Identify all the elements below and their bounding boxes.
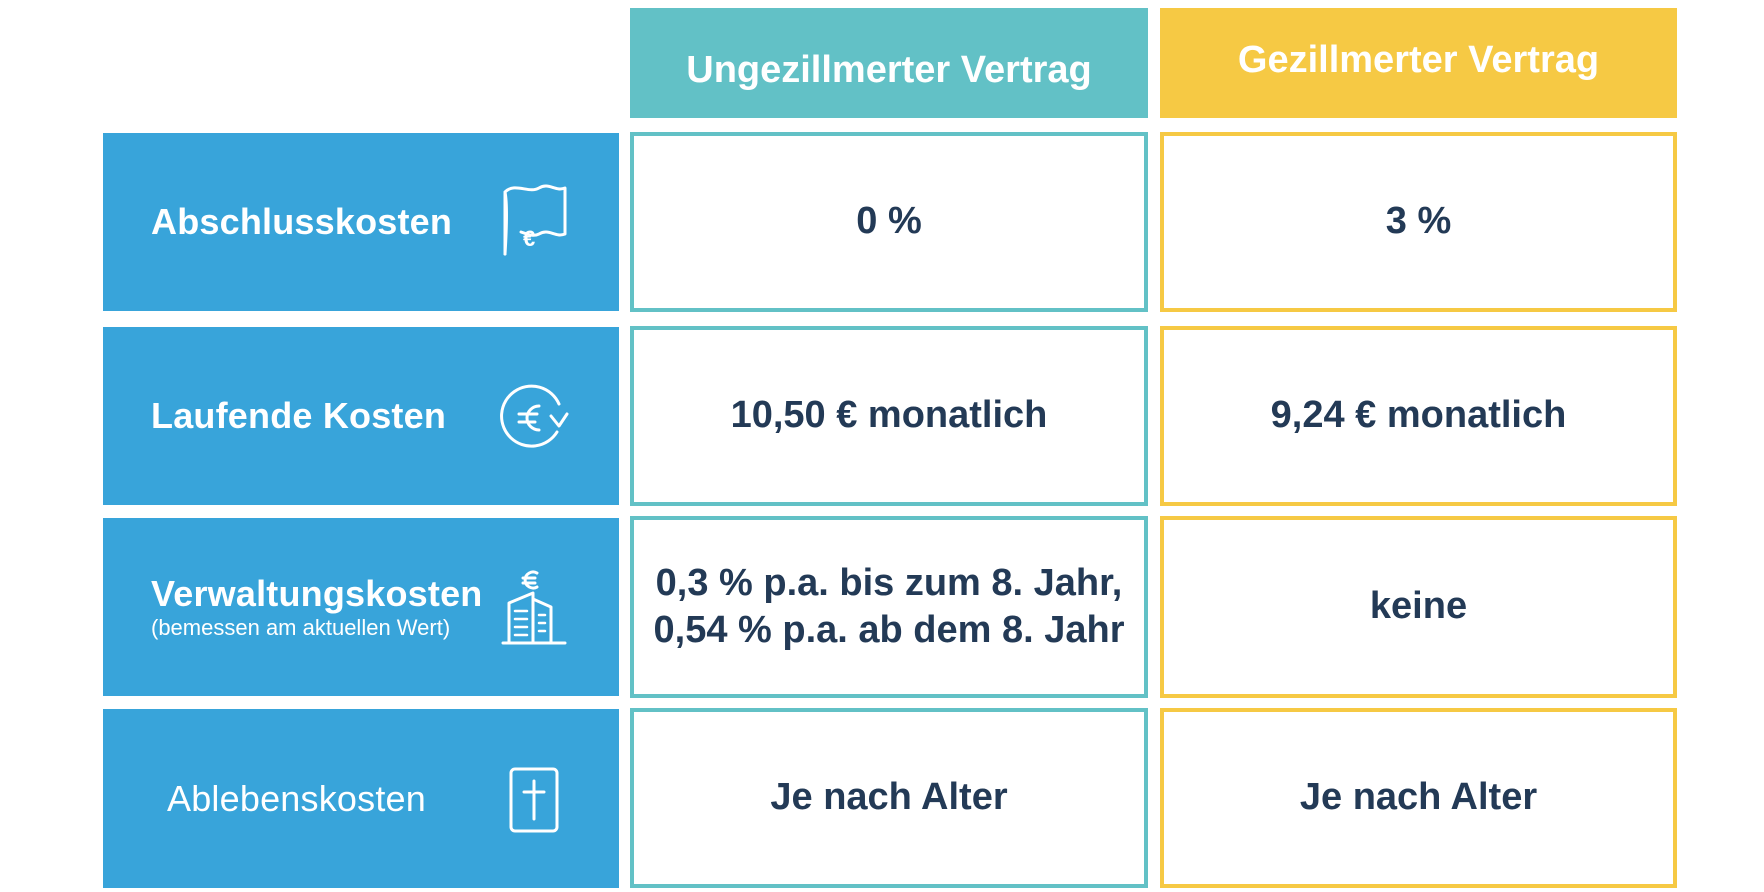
value-cell-gezillmert: 9,24 € monatlich bbox=[1160, 326, 1677, 506]
euro-cycle-icon bbox=[493, 376, 573, 456]
value-text: 3 % bbox=[1385, 200, 1452, 243]
column-header-ungezillmert: Ungezillmerter Vertrag bbox=[630, 8, 1148, 118]
value-text: 0 % bbox=[856, 200, 922, 243]
value-cell-ungezillmert: Je nach Alter bbox=[630, 708, 1148, 888]
value-text: Je nach Alter bbox=[1299, 776, 1538, 819]
svg-text:€: € bbox=[523, 226, 535, 251]
value-cell-gezillmert: 3 % bbox=[1160, 132, 1677, 312]
row-label-laufende-kosten: Laufende Kosten bbox=[103, 327, 619, 505]
row-label-ablebenskosten: Ablebenskosten bbox=[103, 709, 619, 888]
value-text: keine bbox=[1369, 585, 1468, 628]
row-label-text: Abschlusskosten bbox=[151, 201, 453, 242]
value-line: 0,54 % p.a. ab dem 8. Jahr bbox=[653, 609, 1125, 651]
row-label-abschlusskosten: Abschlusskosten € bbox=[103, 133, 619, 311]
row-label-text: Verwaltungskosten bbox=[151, 573, 483, 614]
value-text-block: 0,3 % p.a. bis zum 8. Jahr, 0,54 % p.a. … bbox=[654, 560, 1125, 655]
row-label-text: Ablebenskosten bbox=[167, 777, 426, 819]
value-text: 10,50 € monatlich bbox=[730, 394, 1048, 437]
value-text: Je nach Alter bbox=[770, 776, 1008, 819]
value-cell-ungezillmert: 10,50 € monatlich bbox=[630, 326, 1148, 506]
flag-euro-icon: € bbox=[493, 182, 573, 262]
value-cell-ungezillmert: 0 % bbox=[630, 132, 1148, 312]
column-header-label: Ungezillmerter Vertrag bbox=[686, 48, 1092, 91]
row-label-verwaltungskosten: Verwaltungskosten (bemessen am aktuellen… bbox=[103, 518, 619, 696]
value-cell-gezillmert: Je nach Alter bbox=[1160, 708, 1677, 888]
column-header-label: Gezillmerter Vertrag bbox=[1237, 38, 1600, 81]
value-text: 9,24 € monatlich bbox=[1270, 394, 1567, 437]
row-label-text: Laufende Kosten bbox=[151, 395, 447, 436]
value-cell-gezillmert: keine bbox=[1160, 516, 1677, 698]
column-header-gezillmert: Gezillmerter Vertrag bbox=[1160, 8, 1677, 118]
value-cell-ungezillmert: 0,3 % p.a. bis zum 8. Jahr, 0,54 % p.a. … bbox=[630, 516, 1148, 698]
building-euro-icon bbox=[493, 567, 573, 647]
value-line: 0,3 % p.a. bis zum 8. Jahr, bbox=[655, 561, 1123, 604]
row-sublabel-text: (bemessen am aktuellen Wert) bbox=[151, 615, 451, 640]
cross-icon bbox=[493, 759, 573, 839]
